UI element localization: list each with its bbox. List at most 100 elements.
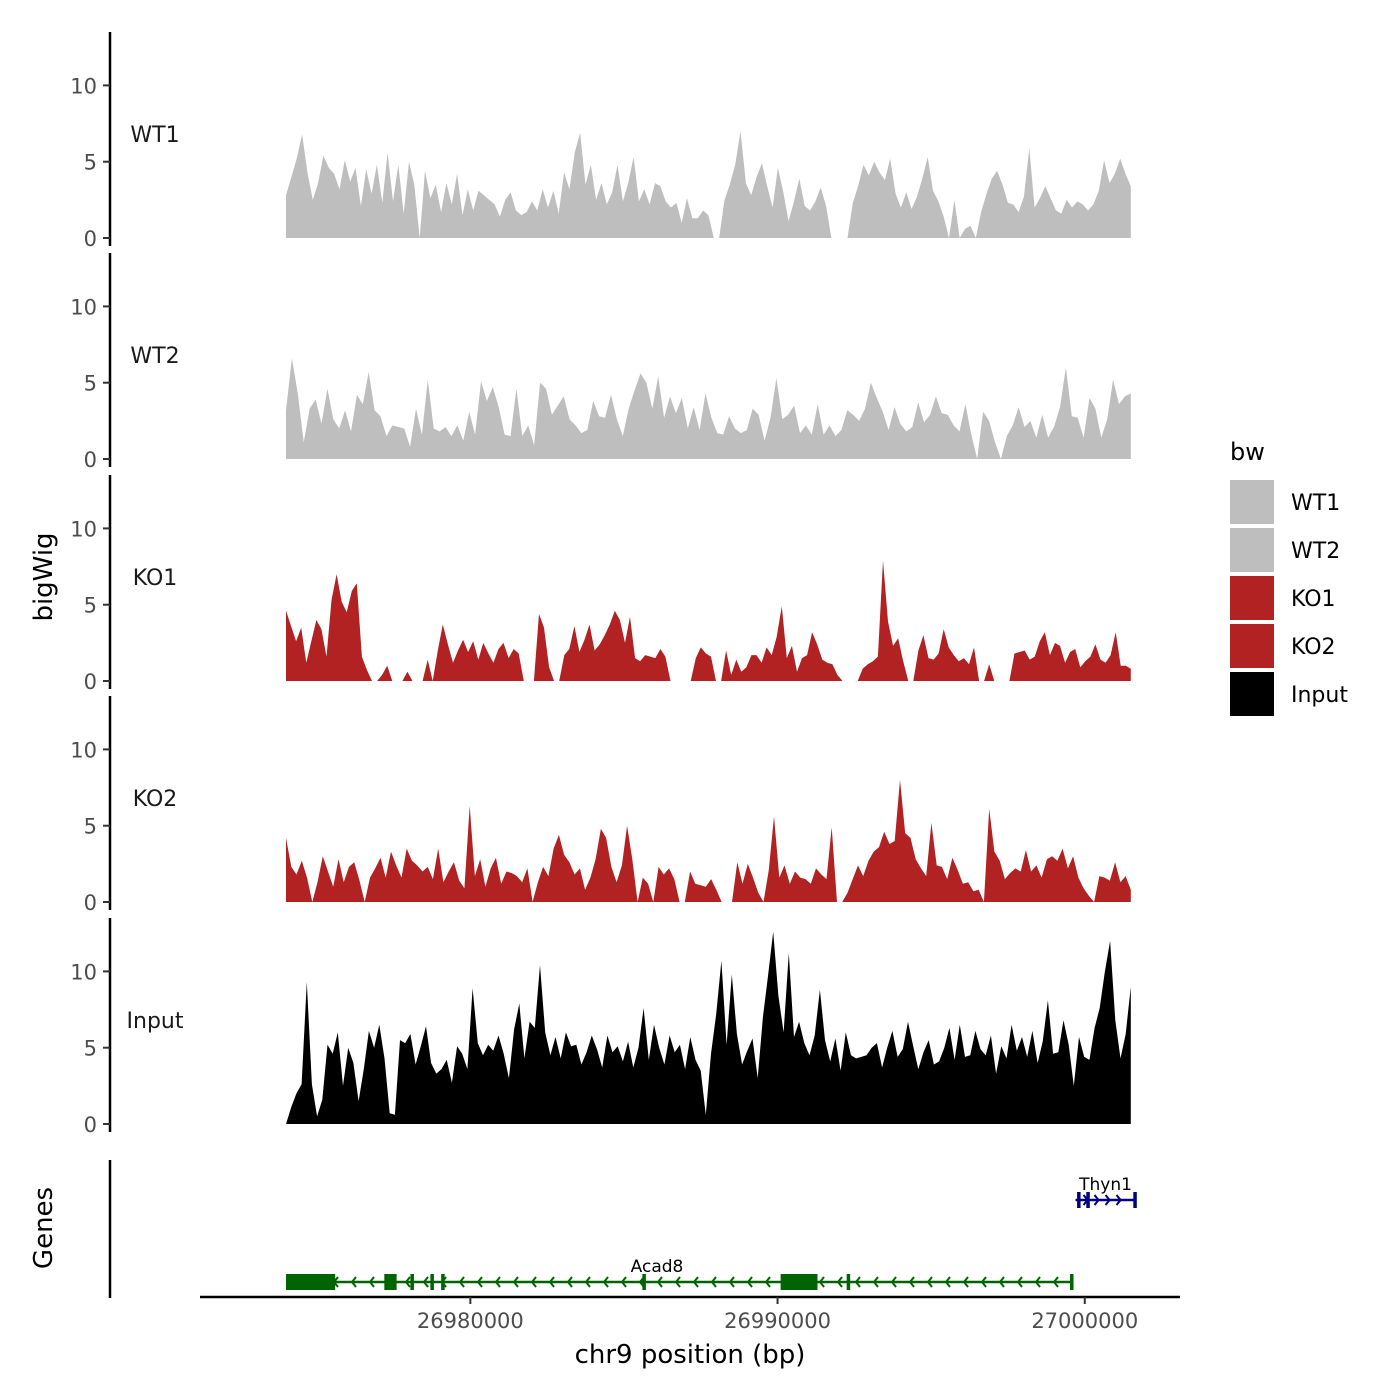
exon — [642, 1274, 646, 1290]
coverage-area-WT2 — [286, 358, 1131, 459]
strand-arrow — [422, 1276, 429, 1288]
legend-label: Input — [1291, 683, 1348, 708]
strand-arrow — [1115, 1194, 1122, 1206]
legend-swatch-KO1 — [1230, 576, 1274, 620]
strand-arrow — [710, 1276, 717, 1288]
exon — [1070, 1274, 1074, 1290]
legend-swatch-Input — [1230, 672, 1274, 716]
strand-arrow — [890, 1276, 897, 1288]
gene-track: Thyn1 Acad8 — [108, 1160, 1137, 1298]
legend-title: bw — [1230, 438, 1265, 466]
strand-arrow — [944, 1276, 951, 1288]
exon — [410, 1274, 414, 1290]
exon — [430, 1274, 434, 1290]
exon — [384, 1274, 397, 1290]
strand-arrow — [1093, 1194, 1100, 1206]
legend-label: WT1 — [1291, 491, 1340, 516]
track-KO2: 0 5 10 KO2 — [70, 696, 1131, 915]
y-tick-label: 0 — [84, 891, 97, 915]
strand-arrow — [674, 1276, 681, 1288]
strand-arrow — [998, 1276, 1005, 1288]
x-tick-label: 27000000 — [1031, 1309, 1138, 1333]
y-tick-label: 10 — [70, 517, 97, 541]
strand-arrow — [980, 1276, 987, 1288]
y-tick-label: 5 — [84, 1037, 97, 1061]
strand-arrow — [458, 1276, 465, 1288]
strand-arrow — [1052, 1276, 1059, 1288]
exon — [441, 1274, 445, 1290]
legend-label: WT2 — [1291, 539, 1340, 564]
strand-arrow — [962, 1276, 969, 1288]
strand-arrow — [746, 1276, 753, 1288]
track-label: KO1 — [133, 566, 178, 591]
strand-arrow — [620, 1276, 627, 1288]
track-KO1: 0 5 10 KO1 — [70, 475, 1131, 694]
strand-arrow — [1104, 1194, 1111, 1206]
legend-label: KO1 — [1291, 587, 1336, 612]
strand-arrow — [1034, 1276, 1041, 1288]
strand-arrow — [764, 1276, 771, 1288]
strand-arrow — [494, 1276, 501, 1288]
coverage-area-WT1 — [286, 131, 1131, 238]
coverage-tracks: 0 5 10 WT1 0 5 10 WT2 0 5 10 KO1 0 5 10 KO2 0 5 10 Input — [70, 32, 1131, 1137]
exon — [1086, 1192, 1090, 1208]
strand-arrow — [818, 1276, 825, 1288]
strand-arrow — [1016, 1276, 1023, 1288]
genes-axis-title: Genes — [29, 1187, 59, 1269]
gene-label: Acad8 — [631, 1257, 684, 1277]
y-tick-label: 5 — [84, 372, 97, 396]
strand-arrow — [350, 1276, 357, 1288]
y-axis-title: bigWig — [29, 532, 59, 621]
y-tick-label: 10 — [70, 960, 97, 984]
strand-arrow — [692, 1276, 699, 1288]
track-label: Input — [127, 1009, 184, 1034]
exon — [780, 1274, 818, 1290]
y-tick-label: 0 — [84, 448, 97, 472]
strand-arrow — [854, 1276, 861, 1288]
y-tick-label: 10 — [70, 74, 97, 98]
legend-swatch-KO2 — [1230, 624, 1274, 668]
strand-arrow — [512, 1276, 519, 1288]
x-tick-label: 26980000 — [417, 1309, 524, 1333]
x-axis: 26980000 26990000 27000000 — [200, 1295, 1180, 1333]
strand-arrow — [728, 1276, 735, 1288]
track-Input: 0 5 10 Input — [70, 918, 1131, 1137]
y-tick-label: 5 — [84, 594, 97, 618]
y-tick-label: 0 — [84, 1113, 97, 1137]
legend-swatch-WT2 — [1230, 528, 1274, 572]
y-tick-label: 10 — [70, 738, 97, 762]
coverage-area-KO2 — [286, 779, 1131, 902]
exon — [1077, 1192, 1081, 1208]
x-tick-label: 26990000 — [724, 1309, 831, 1333]
gene-Thyn1: Thyn1 — [1075, 1175, 1137, 1208]
strand-arrow — [908, 1276, 915, 1288]
y-tick-label: 0 — [84, 227, 97, 251]
gene-Acad8: Acad8 — [286, 1257, 1074, 1290]
strand-arrow — [566, 1276, 573, 1288]
track-label: KO2 — [133, 787, 178, 812]
exon — [846, 1274, 851, 1290]
y-tick-label: 0 — [84, 670, 97, 694]
exon — [286, 1274, 336, 1290]
gene-label: Thyn1 — [1078, 1175, 1132, 1195]
strand-arrow — [602, 1276, 609, 1288]
track-WT1: 0 5 10 WT1 — [70, 32, 1131, 251]
x-axis-title: chr9 position (bp) — [575, 1340, 806, 1370]
coverage-area-Input — [286, 931, 1131, 1124]
strand-arrow — [530, 1276, 537, 1288]
y-tick-label: 10 — [70, 295, 97, 319]
strand-arrow — [404, 1276, 411, 1288]
strand-arrow — [872, 1276, 879, 1288]
exon — [1133, 1192, 1137, 1208]
legend: bw WT1 WT2 KO1 KO2 Input — [1230, 438, 1348, 716]
y-tick-label: 5 — [84, 815, 97, 839]
strand-arrow — [368, 1276, 375, 1288]
coverage-area-KO1 — [286, 560, 1131, 681]
y-tick-label: 5 — [84, 151, 97, 175]
track-label: WT2 — [130, 344, 179, 369]
strand-arrow — [548, 1276, 555, 1288]
legend-label: KO2 — [1291, 635, 1336, 660]
strand-arrow — [836, 1276, 843, 1288]
strand-arrow — [926, 1276, 933, 1288]
